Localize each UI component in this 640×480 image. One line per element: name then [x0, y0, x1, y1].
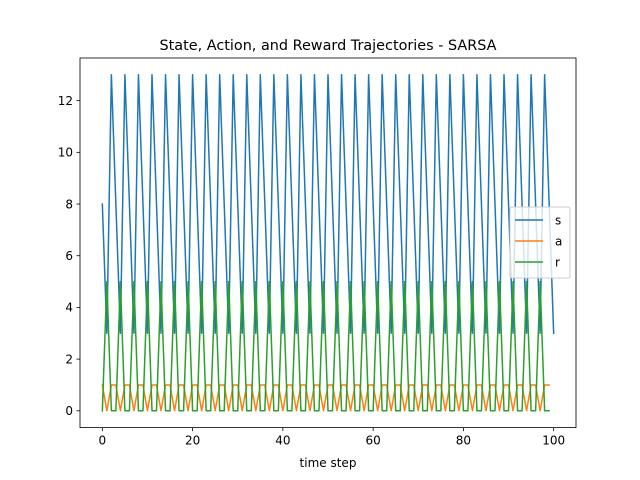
y-tick-label: 10 [58, 146, 73, 160]
y-tick-label: 0 [65, 404, 73, 418]
x-axis-label: time step [300, 456, 357, 470]
y-axis: 0 2 4 6 8 10 12 [58, 94, 80, 418]
y-tick-label: 12 [58, 94, 73, 108]
legend: sar [509, 206, 571, 279]
x-tick-label: 40 [275, 434, 290, 448]
y-tick-label: 8 [65, 197, 73, 211]
y-tick-label: 2 [65, 352, 73, 366]
plot-frame [79, 57, 577, 429]
series-line-r [101, 280, 550, 412]
legend-label-r: r [555, 255, 560, 269]
x-tick-label: 20 [185, 434, 200, 448]
legend-label-s: s [555, 213, 561, 227]
chart-title: State, Action, and Reward Trajectories -… [160, 38, 497, 54]
x-tick-label: 0 [99, 434, 107, 448]
legend-label-a: a [555, 234, 562, 248]
series-line-a [101, 384, 550, 412]
x-tick-label: 80 [456, 434, 471, 448]
y-tick-label: 4 [65, 301, 73, 315]
x-tick-label: 60 [365, 434, 380, 448]
x-axis: 0 20 40 60 80 100 [99, 427, 565, 448]
series-line-s [101, 74, 555, 335]
y-tick-label: 6 [65, 249, 73, 263]
legend-box [509, 206, 571, 279]
x-tick-label: 100 [542, 434, 565, 448]
series-layer [101, 74, 555, 412]
